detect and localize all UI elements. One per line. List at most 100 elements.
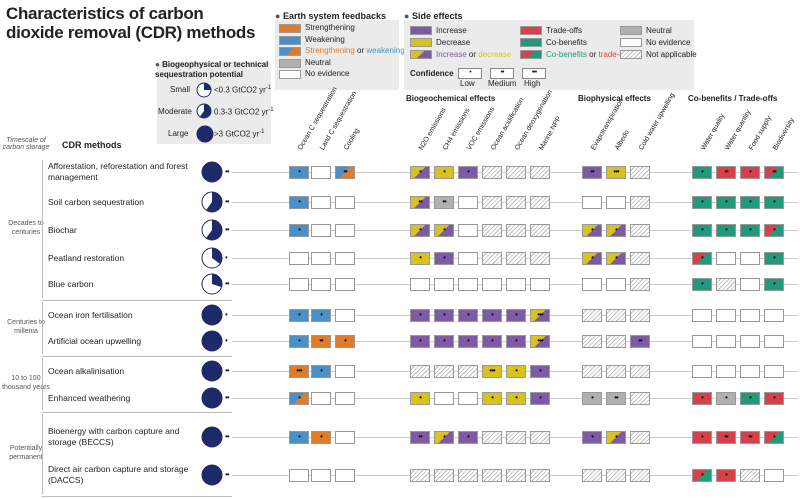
potential-confidence: •• bbox=[225, 470, 230, 479]
effect-cell: •• bbox=[335, 166, 355, 179]
effect-cell bbox=[311, 278, 331, 291]
effect-cell: •• bbox=[434, 196, 454, 209]
effect-cell: • bbox=[582, 431, 602, 444]
group-separator bbox=[42, 300, 232, 301]
confidence-box: ••• bbox=[522, 68, 546, 79]
effect-cell bbox=[335, 365, 355, 378]
effect-cell bbox=[740, 252, 760, 265]
effect-cell: •• bbox=[606, 392, 626, 405]
effect-cell: • bbox=[482, 309, 502, 322]
effect-cell: ••• bbox=[289, 365, 309, 378]
effect-cell bbox=[311, 196, 331, 209]
confidence-box: • bbox=[458, 68, 482, 79]
effect-cell: • bbox=[740, 196, 760, 209]
timescale-label: Potentially permanent bbox=[9, 445, 43, 461]
effect-cell bbox=[458, 252, 478, 265]
legend-swatch-none bbox=[620, 38, 642, 47]
legend-label-b: trade-offs bbox=[598, 50, 633, 59]
section-cobenefits: Co-benefits / Trade-offs bbox=[688, 94, 778, 103]
effect-cell bbox=[740, 278, 760, 291]
legend-label-or: or bbox=[354, 46, 367, 55]
effect-cell: • bbox=[410, 392, 430, 405]
legend-swatch-na bbox=[620, 50, 642, 59]
section-biogeochemical: Biogeochemical effects bbox=[406, 94, 496, 103]
effect-cell: • bbox=[482, 392, 502, 405]
pie-icon bbox=[196, 82, 212, 103]
effect-cell: • bbox=[482, 335, 502, 348]
legend-label-cobenefit: Co-benefits bbox=[546, 38, 587, 47]
method-name: Enhanced weathering bbox=[48, 392, 131, 403]
pie-icon bbox=[201, 219, 223, 246]
effect-cell bbox=[630, 309, 650, 322]
potential-confidence: •• bbox=[225, 432, 230, 441]
effect-cell bbox=[764, 335, 784, 348]
timescale-heading: Timescale of carbon storage bbox=[2, 137, 50, 151]
effect-cell bbox=[530, 224, 550, 237]
effect-cell bbox=[335, 224, 355, 237]
effect-cell bbox=[530, 252, 550, 265]
effect-cell bbox=[482, 431, 502, 444]
effect-cell: • bbox=[692, 431, 712, 444]
timescale-label: Centuries to millenia bbox=[7, 319, 45, 335]
effect-cell: • bbox=[692, 196, 712, 209]
effect-cell bbox=[311, 166, 331, 179]
effect-cell: •• bbox=[311, 335, 331, 348]
method-name: Bioenergy with carbon capture and storag… bbox=[48, 426, 180, 447]
effect-cell: •• bbox=[716, 431, 736, 444]
effect-cell bbox=[458, 278, 478, 291]
effect-cell bbox=[311, 224, 331, 237]
effect-cell bbox=[764, 309, 784, 322]
effect-cell bbox=[630, 469, 650, 482]
effect-cell: • bbox=[764, 392, 784, 405]
effect-cell: • bbox=[506, 365, 526, 378]
effect-cell bbox=[458, 224, 478, 237]
legend-label-na: Not applicable bbox=[646, 50, 697, 59]
effect-cell bbox=[289, 252, 309, 265]
group-separator bbox=[42, 356, 232, 357]
effect-cell: • bbox=[311, 365, 331, 378]
effect-cell bbox=[582, 469, 602, 482]
effect-cell bbox=[630, 196, 650, 209]
potential-label: Small bbox=[170, 85, 191, 94]
pie-icon bbox=[201, 360, 223, 387]
effect-cell: • bbox=[764, 431, 784, 444]
effect-cell: • bbox=[582, 392, 602, 405]
method-name: Ocean alkalinisation bbox=[48, 365, 125, 376]
effect-cell: • bbox=[692, 392, 712, 405]
effect-cell bbox=[458, 365, 478, 378]
legend-label-a: Increase bbox=[436, 50, 467, 59]
legend-swatch-none bbox=[279, 70, 301, 79]
effect-cell bbox=[335, 431, 355, 444]
effect-cell bbox=[530, 278, 550, 291]
feedback-heading: ● Earth system feedbacks bbox=[275, 11, 386, 21]
effect-cell bbox=[482, 166, 502, 179]
effect-cell: • bbox=[606, 431, 626, 444]
effect-cell bbox=[506, 431, 526, 444]
effect-cell: ••• bbox=[482, 365, 502, 378]
effect-cell: • bbox=[740, 392, 760, 405]
column-header: Marine NPP bbox=[538, 115, 563, 152]
legend-swatch-cotrade bbox=[520, 50, 542, 59]
effect-cell bbox=[692, 309, 712, 322]
effect-cell: • bbox=[506, 392, 526, 405]
method-name: Artificial ocean upwelling bbox=[48, 335, 142, 346]
effect-cell: • bbox=[410, 166, 430, 179]
method-name: Direct air carbon capture and storage (D… bbox=[48, 464, 189, 485]
effect-cell bbox=[311, 252, 331, 265]
effect-cell: • bbox=[716, 224, 736, 237]
effect-cell bbox=[530, 469, 550, 482]
effect-cell: • bbox=[410, 252, 430, 265]
potential-confidence: •• bbox=[225, 279, 230, 288]
effect-cell bbox=[716, 365, 736, 378]
effect-cell bbox=[582, 196, 602, 209]
effect-cell bbox=[582, 335, 602, 348]
effect-cell: • bbox=[530, 392, 550, 405]
potential-desc-text: >3 GtCO2 yr bbox=[214, 129, 260, 139]
section-biophysical: Biophysical effects bbox=[578, 94, 651, 103]
legend-label-a: Co-benefits bbox=[546, 50, 587, 59]
effect-cell: • bbox=[764, 196, 784, 209]
legend-label-mixed: Strengthening or weakening bbox=[305, 46, 405, 55]
effect-cell: • bbox=[434, 224, 454, 237]
confidence-level: Medium bbox=[488, 79, 517, 88]
effect-cell: • bbox=[582, 224, 602, 237]
